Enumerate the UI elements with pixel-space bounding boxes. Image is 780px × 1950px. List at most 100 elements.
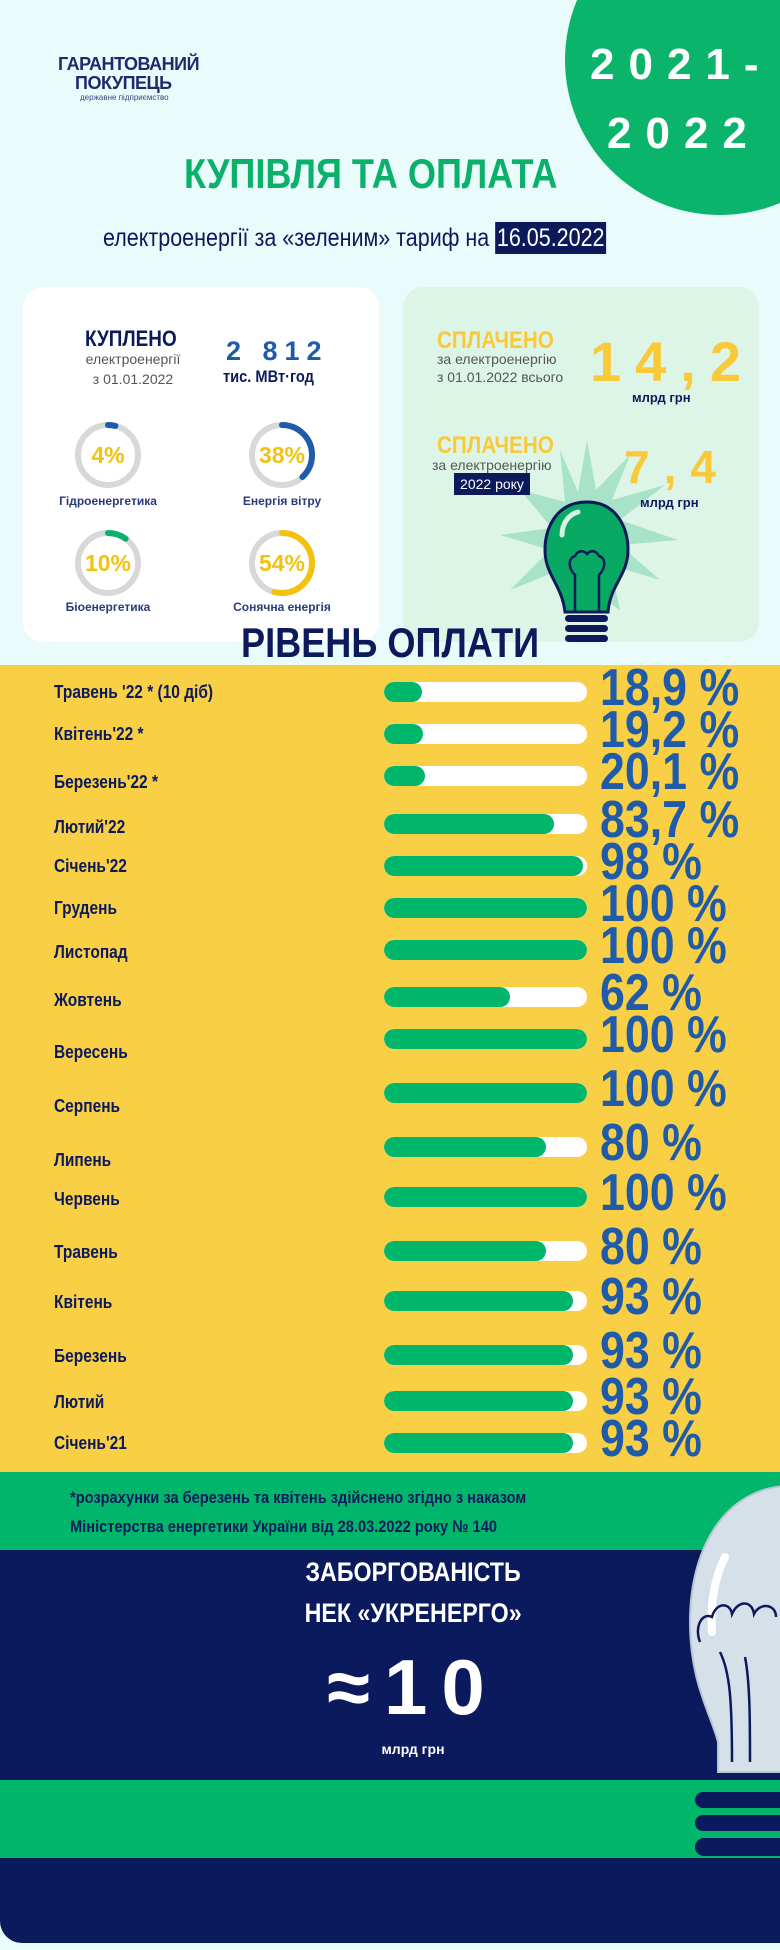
donut-2 [75,530,141,596]
year-line2: 2022 [607,109,761,158]
lightbulb-outline-icon [688,1485,780,1856]
row-percent: 100 % [600,1060,727,1118]
year-line1: 2021- [590,40,773,89]
progress-fill [384,1029,587,1049]
row-label: Квітень'22 * [54,724,144,744]
donut-3 [249,530,315,596]
progress-fill [384,856,583,876]
progress-fill [384,724,423,744]
row-label: Лютий'22 [54,817,126,837]
donut-0 [75,422,141,488]
row-percent: 93 % [600,1322,702,1380]
footnote-band [0,1472,780,1550]
year-circle [565,0,780,215]
debt-heading-line1: ЗАБОРГОВАНІСТЬ [305,1557,521,1587]
donut-label: Енергія вітру [242,494,322,508]
row-label: Серпень [54,1096,121,1116]
payment-level-title: РІВЕНЬ ОПЛАТИ [241,619,540,666]
row-label: Березень [54,1346,127,1366]
progress-track [384,1029,587,1049]
row-label: Жовтень [54,990,122,1010]
progress-fill [384,898,587,918]
row-label: Червень [54,1189,120,1209]
row-percent: 18,9 % [600,659,740,717]
row-percent: 19,2 % [600,701,740,759]
debt-unit: млрд грн [381,1741,445,1757]
debt-value: ≈10 [327,1643,499,1731]
logo-line1: ГАРАНТОВАНИЙ [58,54,200,74]
progress-track [384,682,587,702]
paid-total-line2: з 01.01.2022 всього [437,369,564,385]
row-label: Вересень [54,1042,128,1062]
row-percent: 93 % [600,1268,702,1326]
green-band [0,1780,780,1858]
progress-fill [384,1433,573,1453]
row-label: Березень'22 * [54,772,158,792]
progress-track [384,940,587,960]
donut-arc [249,530,315,596]
donut-percent: 38% [258,442,306,468]
row-label: Липень [54,1150,112,1170]
paid-total-unit: млрд грн [632,390,691,405]
progress-track [384,1241,587,1261]
logo-line3: державне підприємство [80,93,169,102]
donut-arc [249,422,315,488]
bought-value: 2 812 [226,336,329,366]
row-percent: 100 % [600,917,727,975]
progress-track [384,1391,587,1411]
row-label: Листопад [54,942,128,962]
footnote-line2: Міністерства енергетики України від 28.0… [70,1517,497,1536]
lightbulb-icon [500,440,678,642]
debt-section [0,1550,780,1780]
progress-track [384,856,587,876]
progress-track [384,1083,587,1103]
progress-fill [384,987,510,1007]
row-percent: 80 % [600,1218,702,1276]
progress-fill [384,1083,587,1103]
page-subtitle: електроенергії за «зеленим» тариф на 16.… [103,222,688,254]
progress-track [384,724,587,744]
progress-fill [384,1241,547,1261]
progress-track [384,1187,587,1207]
row-percent: 100 % [600,875,727,933]
donut-label: Сонячна енергія [233,600,331,614]
progress-fill [384,1345,573,1365]
progress-fill [384,1391,573,1411]
row-percent: 80 % [600,1114,702,1172]
row-label: Квітень [54,1292,113,1312]
progress-fill [384,814,554,834]
row-percent: 100 % [600,1006,727,1064]
row-percent: 98 % [600,833,702,891]
row-label: Січень'22 [54,856,127,876]
progress-track [384,1345,587,1365]
bought-unit: тис. МВт·год [223,367,314,386]
row-label: Лютий [54,1392,105,1412]
progress-fill [384,682,423,702]
paid-total-line1: за електроенергію [437,351,557,367]
progress-track [384,987,587,1007]
paid-year-badge: 2022 року [454,473,530,495]
row-label: Травень [54,1242,118,1262]
progress-fill [384,766,425,786]
row-percent: 93 % [600,1368,702,1426]
donut-percent: 54% [258,550,306,576]
page-title: КУПІВЛЯ ТА ОПЛАТА [184,150,558,197]
progress-track [384,1291,587,1311]
logo: ГАРАНТОВАНИЙ ПОКУПЕЦЬ державне підприємс… [58,54,200,103]
paid-year-heading: СПЛАЧЕНО [437,432,554,459]
row-label: Травень '22 * (10 діб) [54,682,214,702]
payment-level-section [0,665,780,1473]
subtitle-text: електроенергії за «зеленим» тариф на [103,224,490,252]
progress-track [384,1137,587,1157]
donut-label: Біоенергетика [65,600,151,614]
bought-line1: електроенергії [85,351,181,367]
donut-1 [249,422,315,488]
progress-track [384,766,587,786]
row-percent: 93 % [600,1410,702,1468]
progress-track [384,1433,587,1453]
donut-arc [75,530,141,596]
row-percent: 20,1 % [600,743,740,801]
row-percent: 62 % [600,964,702,1022]
progress-fill [384,1187,587,1207]
progress-track [384,814,587,834]
